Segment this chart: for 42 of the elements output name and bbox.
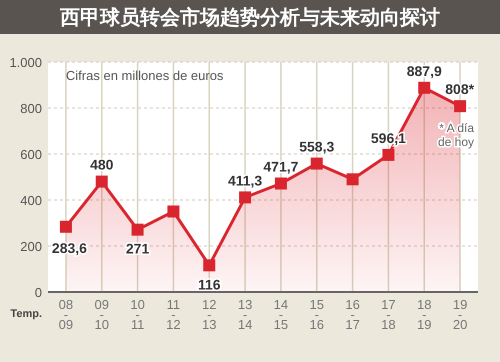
x-tick-label: 13 - 14 (238, 297, 252, 332)
point (239, 191, 252, 204)
text: 283,6 (52, 240, 87, 256)
x-tick-label: 19 - 20 (452, 297, 468, 332)
point (346, 173, 359, 186)
chart-title: 西甲球员转会市场趋势分析与未来动向探讨 (59, 6, 440, 29)
text: 471,7 (263, 158, 298, 175)
text: Cifras en millones de euros (66, 68, 224, 83)
y-tick-label: 1.000 (9, 55, 42, 70)
point (203, 259, 216, 272)
point (274, 178, 287, 190)
text: 271 (126, 240, 150, 257)
text: 808* (445, 81, 474, 98)
x-tick-label: 18 - 19 (417, 297, 432, 332)
point (132, 224, 144, 236)
text: 558,3 (299, 138, 334, 155)
x-tick-label: 16 - 17 (345, 297, 360, 332)
x-tick-label: 12 - 13 (202, 297, 216, 332)
x-tick-label: 17 - 18 (381, 297, 396, 332)
text: 411,3 (228, 172, 262, 188)
x-tick-label: 15 - 16 (310, 297, 324, 332)
y-tick-label: 600 (20, 147, 42, 162)
point (310, 158, 323, 170)
x-tick-label: 08 - 09 (58, 297, 74, 332)
x-tick-label: 11 - 12 (166, 297, 181, 332)
point (96, 176, 108, 188)
point (382, 148, 394, 161)
text: 480 (90, 156, 114, 173)
point (167, 206, 180, 218)
x-axis-title: Temp. (10, 308, 42, 320)
x-tick-label: 14 - 15 (274, 297, 288, 332)
text: 887,9 (406, 62, 442, 79)
point (418, 82, 430, 94)
x-tick-label: 09 - 10 (94, 297, 109, 332)
x-tick-label: 10 - 11 (130, 297, 145, 332)
point (454, 100, 466, 112)
point (60, 220, 72, 233)
y-tick-label: 800 (20, 101, 42, 116)
y-tick-label: 400 (20, 193, 42, 208)
text: 116 (198, 276, 221, 292)
y-tick-label: 0 (34, 285, 42, 300)
y-tick-label: 200 (20, 239, 42, 254)
